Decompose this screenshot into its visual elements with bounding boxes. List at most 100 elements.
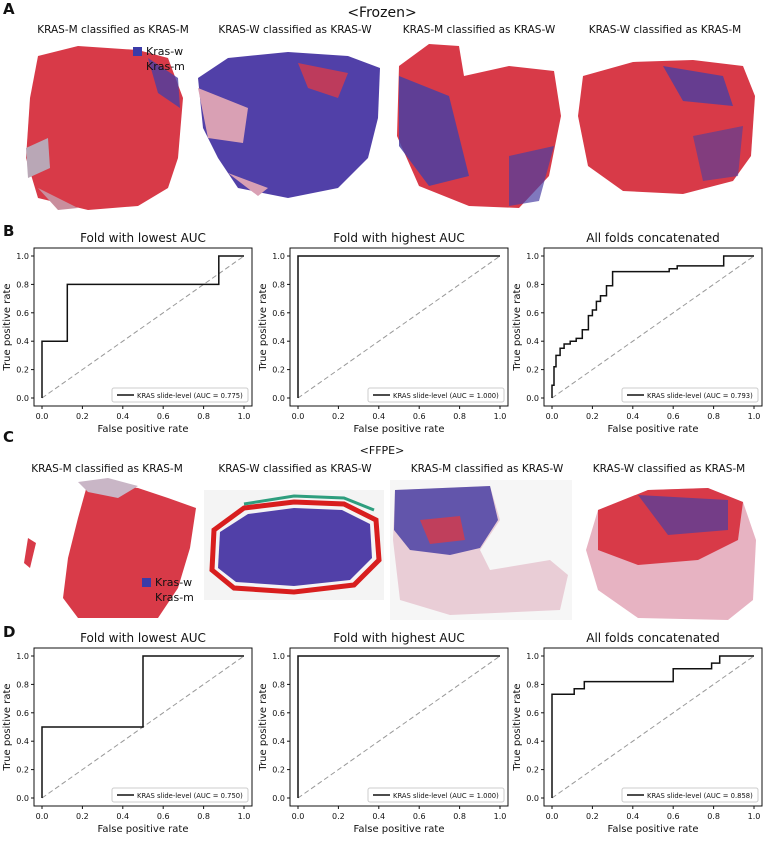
y-tick-label: 1.0 (272, 252, 285, 261)
roc-chart-ffpe-all: All folds concatenated 0.0 0.0 0.2 0.2 0.4 0.4… (510, 628, 764, 840)
legend-label-kras-w: Kras-w (146, 45, 184, 58)
y-tick-label: 1.0 (272, 652, 285, 661)
roc-svg: Fold with lowest AUC 0.0 0.0 0.2 0.2 0.4 0.4 0.… (2, 231, 253, 435)
y-tick-label: 0.0 (16, 794, 29, 803)
x-tick-label: 0.2 (76, 412, 89, 421)
ffpe-caption-3: KRAS-M classified as KRAS-W (410, 463, 564, 475)
roc-chart-frozen-all: All folds concatenated 0.0 0.0 0.2 0.2 0.4 0.4… (510, 228, 764, 440)
ffpe-caption-4: KRAS-W classified as KRAS-M (592, 463, 746, 475)
y-tick-label: 0.6 (272, 309, 285, 318)
roc-chart-ffpe-lowest: Fold with lowest AUC 0.0 0.0 0.2 0.2 0.4 0.4 0.… (0, 628, 256, 840)
x-tick-label: 0.0 (36, 812, 49, 821)
roc-chart-frozen-highest: Fold with highest AUC 0.0 0.0 0.2 0.2 0.4 0.4 0… (256, 228, 512, 440)
legend-text: KRAS slide-level (AUC = 0.793) (647, 392, 753, 400)
frozen-slide-image-1 (26, 46, 183, 210)
roc-chart-ffpe-highest: Fold with highest AUC 0.0 0.0 0.2 0.2 0.4 0.4 0… (256, 628, 512, 840)
legend-swatch-kras-m (133, 62, 142, 71)
y-tick-label: 0.4 (526, 337, 539, 346)
x-axis-label: False positive rate (354, 824, 445, 835)
x-tick-label: 1.0 (748, 812, 761, 821)
roc-curve (41, 255, 244, 398)
legend-swatch-kras-w (133, 47, 142, 56)
chart-title: Fold with highest AUC (333, 631, 465, 645)
legend-box (621, 387, 759, 403)
x-tick-label: 0.8 (197, 812, 210, 821)
y-tick-label: 0.0 (272, 394, 285, 403)
ffpe-slide-image-4 (586, 488, 756, 620)
roc-curve (41, 655, 244, 798)
x-tick-label: 0.8 (707, 412, 720, 421)
panel-label-b: B (3, 222, 15, 240)
legend-text: KRAS slide-level (AUC = 0.858) (647, 792, 753, 800)
x-tick-label: 0.0 (36, 412, 49, 421)
chance-diagonal (551, 255, 755, 399)
y-tick-label: 0.2 (526, 366, 539, 375)
x-axis-label: False positive rate (354, 424, 445, 435)
legend-box (367, 387, 505, 403)
y-tick-label: 0.4 (16, 337, 29, 346)
panel-label-a: A (3, 0, 15, 18)
chance-diagonal (41, 255, 245, 399)
legend-text: KRAS slide-level (AUC = 1.000) (393, 392, 499, 400)
y-tick-label: 0.2 (272, 366, 285, 375)
y-tick-label: 0.4 (16, 737, 29, 746)
ffpe-legend-label-kras-m: Kras-m (155, 591, 194, 604)
x-tick-label: 0.8 (707, 812, 720, 821)
roc-svg: Fold with highest AUC 0.0 0.0 0.2 0.2 0.4 0.4 0… (258, 231, 509, 435)
roc-chart-frozen-lowest: Fold with lowest AUC 0.0 0.0 0.2 0.2 0.4 0.4 0.… (0, 228, 256, 440)
frozen-caption-4: KRAS-W classified as KRAS-M (588, 24, 742, 36)
ffpe-caption-2: KRAS-W classified as KRAS-W (218, 463, 372, 475)
ffpe-caption-1: KRAS-M classified as KRAS-M (31, 463, 183, 475)
y-tick-label: 0.0 (272, 794, 285, 803)
chance-diagonal (297, 655, 501, 799)
ffpe-legend-item-kras-w: Kras-w (142, 575, 194, 590)
axes-frame (33, 247, 253, 407)
x-axis-label: False positive rate (98, 824, 189, 835)
x-tick-label: 0.4 (116, 412, 129, 421)
x-tick-label: 0.0 (292, 812, 305, 821)
x-tick-label: 0.0 (546, 412, 559, 421)
frozen-slide-image-2 (198, 52, 380, 198)
x-tick-label: 1.0 (238, 412, 251, 421)
x-axis-label: False positive rate (608, 824, 699, 835)
y-tick-label: 1.0 (526, 652, 539, 661)
frozen-caption-3: KRAS-M classified as KRAS-W (402, 24, 556, 36)
y-tick-label: 0.6 (16, 709, 29, 718)
x-tick-label: 0.6 (667, 412, 680, 421)
y-tick-label: 0.8 (272, 680, 285, 689)
y-tick-label: 0.8 (272, 280, 285, 289)
legend-text: KRAS slide-level (AUC = 1.000) (393, 792, 499, 800)
y-tick-label: 0.4 (272, 337, 285, 346)
frozen-slide-image-4 (578, 60, 755, 194)
x-tick-label: 0.6 (157, 812, 170, 821)
chart-title: All folds concatenated (586, 231, 720, 245)
x-tick-label: 1.0 (494, 812, 507, 821)
y-axis-label: True positive rate (512, 283, 523, 371)
roc-curve (551, 255, 754, 398)
x-tick-label: 1.0 (748, 412, 761, 421)
axes-frame (289, 647, 509, 807)
y-axis-label: True positive rate (512, 683, 523, 771)
panel-label-d: D (3, 623, 16, 641)
y-tick-label: 0.2 (16, 766, 29, 775)
y-tick-label: 0.0 (526, 394, 539, 403)
roc-svg: All folds concatenated 0.0 0.0 0.2 0.2 0.4 0.4… (512, 231, 763, 435)
ffpe-slide-image-2 (204, 490, 384, 600)
legend-item-kras-w: Kras-w (133, 44, 185, 59)
x-tick-label: 0.0 (292, 412, 305, 421)
y-axis-label: True positive rate (2, 683, 13, 771)
roc-curve (297, 255, 500, 398)
chance-diagonal (297, 255, 501, 399)
y-tick-label: 0.8 (16, 280, 29, 289)
frozen-caption-1: KRAS-M classified as KRAS-M (37, 24, 189, 36)
roc-svg: Fold with highest AUC 0.0 0.0 0.2 0.2 0.4 0.4 0… (258, 631, 509, 835)
roc-svg: All folds concatenated 0.0 0.0 0.2 0.2 0.4 0.4… (512, 631, 763, 835)
chart-title: Fold with lowest AUC (80, 631, 206, 645)
x-tick-label: 0.4 (116, 812, 129, 821)
panel-label-c: C (3, 428, 15, 446)
ffpe-title: <FFPE> (359, 444, 405, 457)
axes-frame (543, 647, 763, 807)
legend-text: KRAS slide-level (AUC = 0.775) (137, 392, 243, 400)
y-tick-label: 1.0 (526, 252, 539, 261)
y-tick-label: 0.6 (526, 309, 539, 318)
